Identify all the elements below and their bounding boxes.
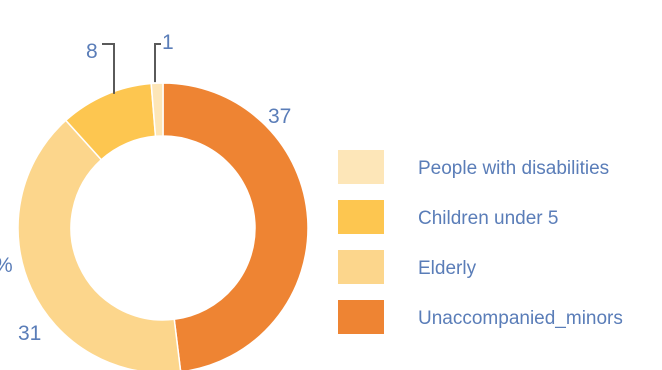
legend-label-children-under-5: Children under 5 [418, 208, 558, 229]
value-label-elderly: 31 [18, 322, 41, 345]
legend-swatch-people-with-disabilities [338, 150, 384, 184]
value-label-people-with-disabilities: 1 [162, 31, 174, 54]
legend-swatch-unaccompanied-minors [338, 300, 384, 334]
leader-line-children-under-5 [102, 43, 115, 94]
value-label-unaccompanied-minors: 37 [268, 105, 291, 128]
leader-line-people-with-disabilities [154, 43, 161, 83]
partial-percent-label: % [0, 254, 13, 277]
value-label-children-under-5: 8 [86, 40, 98, 63]
leader-lines [102, 43, 161, 94]
legend-label-people-with-disabilities: People with disabilities [418, 158, 609, 179]
slice-people-with-disabilities [150, 82, 164, 138]
slice-unaccompanied-minors [162, 82, 309, 370]
legend: People with disabilities Children under 5… [338, 150, 623, 334]
slice-elderly [17, 119, 182, 370]
legend-swatch-children-under-5 [338, 200, 384, 234]
donut-slices [17, 82, 309, 370]
legend-label-unaccompanied-minors: Unaccompanied_minors [418, 308, 623, 329]
value-labels: 37 31 8 1 [18, 31, 291, 345]
legend-label-elderly: Elderly [418, 258, 477, 279]
legend-swatch-elderly [338, 250, 384, 284]
